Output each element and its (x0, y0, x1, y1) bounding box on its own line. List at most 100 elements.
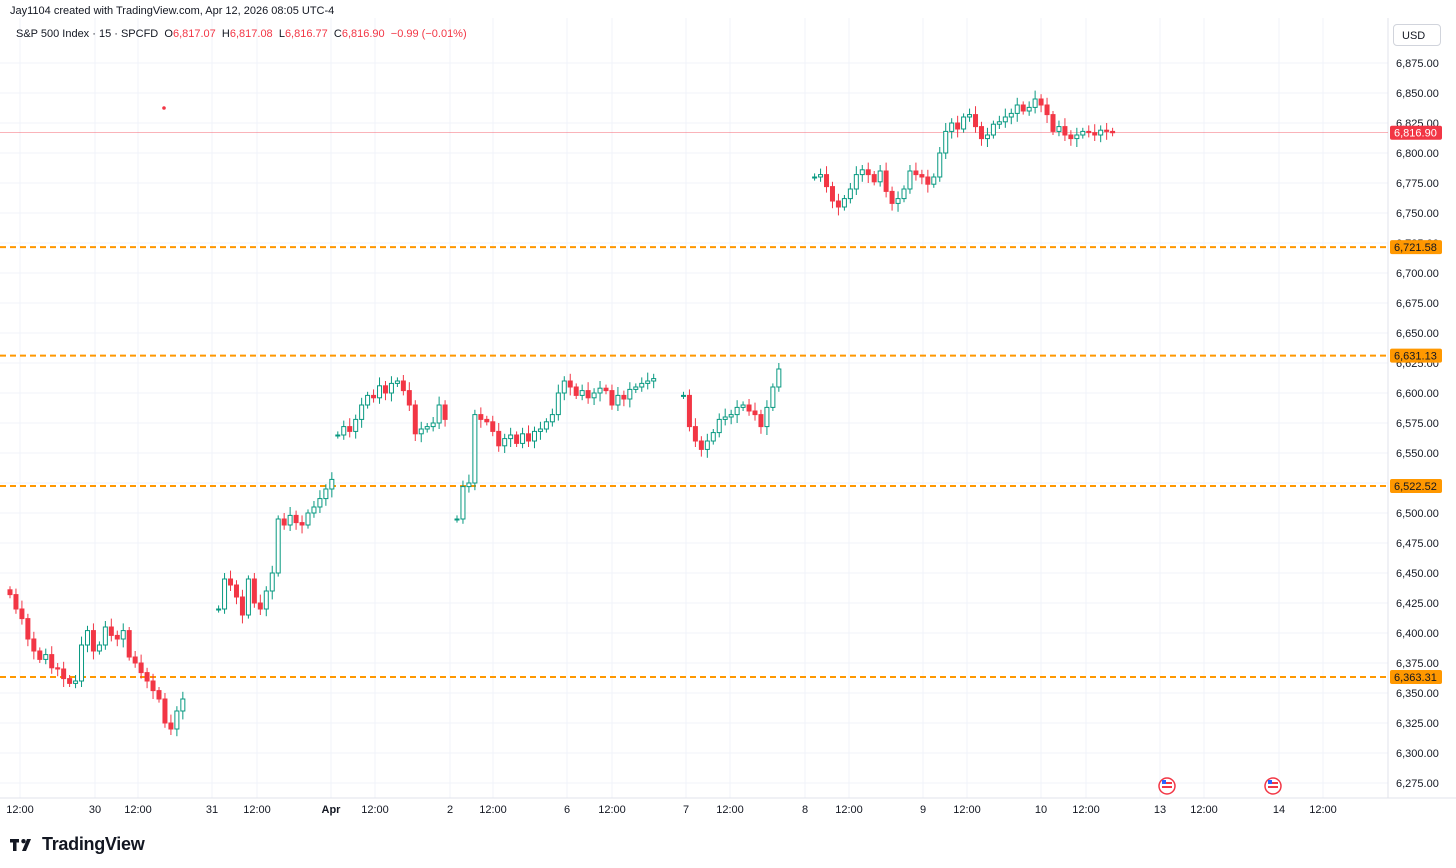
candle-body (1104, 129, 1110, 132)
us-flag-stripe (1162, 786, 1172, 788)
candle-body (770, 386, 776, 408)
x-tick-label: 31 (206, 804, 218, 816)
x-tick-label: 12:00 (1309, 804, 1337, 816)
candle-body (359, 404, 365, 420)
candle-body (13, 594, 19, 610)
candle-body (388, 382, 394, 394)
candle-body (132, 656, 138, 664)
candle-body (329, 478, 335, 490)
marker-dot (162, 106, 166, 110)
candle-body (222, 578, 228, 610)
candle-body (841, 198, 847, 208)
candle-body (25, 618, 31, 640)
candle-body (621, 394, 627, 400)
candle-body (734, 406, 740, 416)
last-price-tag (1390, 125, 1442, 140)
candle-body (1056, 126, 1062, 132)
symbol-label[interactable]: S&P 500 Index · 15 · SPCFD (16, 28, 159, 40)
level-price-label: 6,631.13 (1394, 351, 1437, 363)
candle-body (424, 426, 430, 430)
candle-body (90, 630, 96, 652)
x-tick-label: 12:00 (361, 804, 389, 816)
x-tick-label: 12:00 (243, 804, 271, 816)
x-tick-label: 12:00 (479, 804, 507, 816)
candle-body (37, 650, 43, 660)
y-tick-label: 6,850.00 (1396, 88, 1439, 100)
candle-body (740, 404, 746, 408)
candle-body (228, 578, 234, 586)
candle-body (353, 418, 359, 432)
candle-body (156, 690, 162, 700)
candle-body (824, 174, 830, 188)
candle-body (961, 116, 967, 130)
candle-body (865, 169, 871, 176)
candle-body (829, 186, 835, 202)
candle-body (764, 406, 770, 428)
level-price-label: 6,522.52 (1394, 481, 1437, 493)
candle-body (895, 198, 901, 204)
candle-body (102, 626, 108, 646)
candle-body (144, 672, 150, 682)
y-tick-label: 6,550.00 (1396, 448, 1439, 460)
candle-body (1032, 98, 1038, 108)
candle-body (466, 482, 472, 488)
level-price-tag (1390, 348, 1442, 363)
candle-body (126, 630, 132, 658)
candle-body (1038, 98, 1044, 106)
level-price-label: 6,363.31 (1394, 672, 1437, 684)
candle-body (919, 174, 925, 178)
candle-body (949, 122, 955, 132)
candle-body (537, 428, 543, 432)
y-tick-label: 6,400.00 (1396, 628, 1439, 640)
candle-body (996, 121, 1002, 125)
tradingview-logo-icon (10, 838, 31, 851)
close-label: C (333, 28, 342, 40)
candle-body (645, 380, 651, 384)
candle-body (776, 368, 782, 388)
candle-body (877, 170, 883, 183)
candle-body (1050, 114, 1056, 132)
y-tick-label: 6,750.00 (1396, 208, 1439, 220)
y-tick-label: 6,800.00 (1396, 148, 1439, 160)
candle-body (150, 680, 156, 692)
candle-body (73, 680, 79, 684)
candle-body (311, 506, 317, 514)
candle-body (555, 392, 561, 416)
x-tick-label: 10 (1035, 804, 1047, 816)
candle-body (680, 394, 686, 397)
candle-body (7, 589, 13, 596)
candle-body (1014, 104, 1020, 114)
x-tick-label: 7 (683, 804, 689, 816)
y-tick-label: 6,775.00 (1396, 178, 1439, 190)
candle-body (633, 386, 639, 390)
y-tick-label: 6,675.00 (1396, 298, 1439, 310)
y-tick-label: 6,600.00 (1396, 388, 1439, 400)
candle-body (269, 572, 275, 592)
candle-body (180, 698, 186, 712)
candle-body (615, 394, 621, 406)
candle-body (317, 498, 323, 508)
candle-body (216, 608, 222, 611)
last-price-label: 6,816.90 (1394, 128, 1437, 140)
candle-body (931, 176, 937, 185)
level-price-tag (1390, 670, 1442, 685)
change-value: −0.99 (−0.01%) (390, 28, 467, 40)
candle-body (967, 114, 973, 118)
candle-body (305, 512, 311, 526)
candle-body (728, 414, 734, 418)
candle-body (978, 126, 984, 140)
candle-body (436, 404, 442, 424)
candle-body (120, 630, 126, 640)
candle-body (508, 434, 514, 440)
candle-body (484, 418, 490, 423)
candle-body (573, 386, 579, 396)
x-tick-label: 13 (1154, 804, 1166, 816)
candle-body (835, 200, 841, 208)
candle-body (323, 488, 329, 500)
candle-body (871, 174, 877, 183)
y-tick-label: 6,275.00 (1396, 778, 1439, 790)
currency-selector[interactable]: USD (1393, 24, 1441, 46)
candle-body (627, 388, 633, 400)
candle-body (299, 522, 305, 526)
